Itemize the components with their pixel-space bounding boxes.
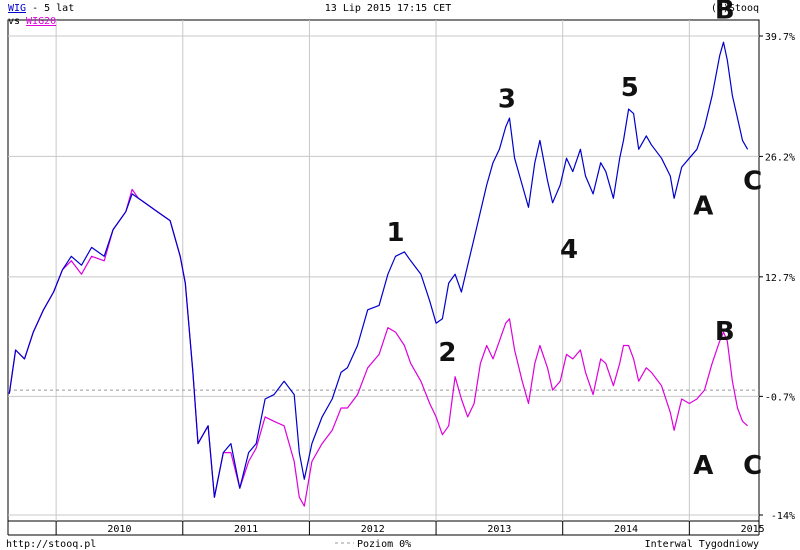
x-tick-label: 2010 xyxy=(107,524,131,535)
footer-zero-level: Poziom 0% xyxy=(357,539,411,550)
wave-label: 4 xyxy=(560,235,578,265)
x-tick-label: 2011 xyxy=(234,524,258,535)
series-name-wig: WIG xyxy=(8,3,26,14)
footer-interval: Interwal Tygodniowy xyxy=(645,539,759,550)
wave-label: B xyxy=(715,0,735,25)
series-line-wig20 xyxy=(8,188,748,507)
series-line-wig xyxy=(8,41,749,498)
y-tick-label: 12.7% xyxy=(765,273,795,284)
header-datetime: 13 Lip 2015 17:15 CET xyxy=(325,3,451,14)
wave-label: 1 xyxy=(386,218,404,248)
y-tick-label: 39.7% xyxy=(765,32,795,43)
wave-label: 2 xyxy=(438,338,456,368)
x-tick-label: 2015 xyxy=(741,524,765,535)
y-axis-labels: 39.7% 26.2% 12.7% -0.7% -14% xyxy=(765,32,795,522)
wave-label: C xyxy=(743,451,762,481)
wave-label: 5 xyxy=(621,73,639,103)
x-tick-label: 2013 xyxy=(487,524,511,535)
plot-frame xyxy=(7,19,760,522)
x-tick-label: 2012 xyxy=(361,524,385,535)
wave-label: C xyxy=(743,167,762,197)
wave-label: 3 xyxy=(498,84,516,114)
series-name-wig20: WIG20 xyxy=(26,16,56,27)
y-tick-label: -14% xyxy=(771,511,795,522)
header-title: WIG - 5 lat xyxy=(8,3,74,14)
x-axis-labels: 2010 2011 2012 2013 2014 2015 xyxy=(107,524,764,535)
x-tick-label: 2014 xyxy=(614,524,638,535)
header-copyright: (C)Stooq xyxy=(711,3,759,14)
footer-source-link[interactable]: http://stooq.pl xyxy=(6,539,96,550)
period-label: - 5 lat xyxy=(26,3,74,14)
series-layer xyxy=(8,41,749,507)
wave-label: A xyxy=(693,451,713,481)
wave-label: A xyxy=(693,191,713,221)
y-tick-label: -0.7% xyxy=(765,392,795,403)
y-tick-label: 26.2% xyxy=(765,152,795,163)
header-compare: vs WIG20 xyxy=(8,16,56,27)
wave-label: B xyxy=(715,317,735,347)
grid xyxy=(7,20,763,536)
vs-label: vs xyxy=(8,16,20,27)
